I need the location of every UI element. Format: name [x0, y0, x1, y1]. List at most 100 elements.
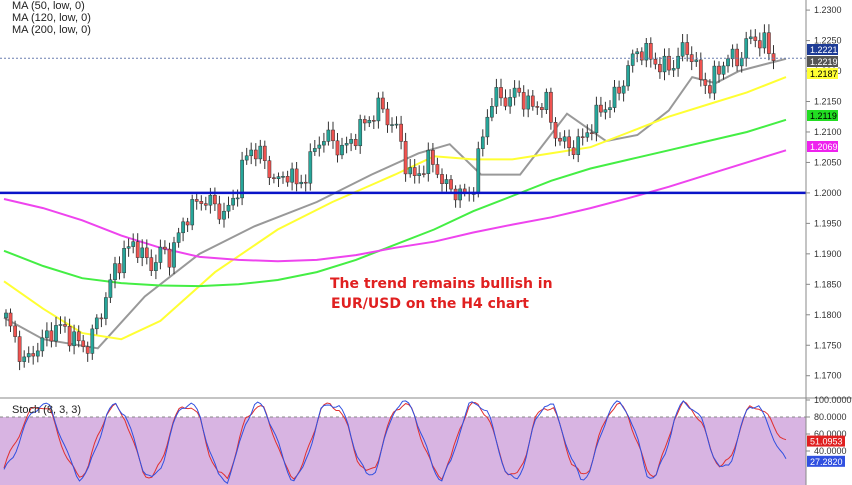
- candle-body: [190, 199, 195, 226]
- candle-body: [553, 122, 558, 139]
- candle-body: [739, 57, 744, 67]
- candle-body: [281, 176, 285, 178]
- price-tick-label: 1.1750: [814, 340, 842, 350]
- candle-body: [326, 129, 331, 142]
- price-panel: [0, 24, 806, 371]
- stochastic-label[interactable]: Stoch (8, 3, 3): [12, 404, 82, 416]
- candle-body: [594, 104, 599, 134]
- candle-body: [290, 168, 294, 183]
- candle-body: [417, 173, 422, 176]
- price-badge-label: 1.2069: [810, 142, 838, 152]
- candle-body: [85, 346, 90, 354]
- candle-body: [617, 86, 621, 94]
- candle-body: [331, 129, 335, 142]
- candle-body: [676, 55, 680, 69]
- candle-body: [621, 85, 626, 94]
- candle-body: [630, 53, 635, 66]
- candle-body: [176, 232, 181, 243]
- candle-body: [35, 350, 40, 357]
- candle-body: [512, 87, 517, 98]
- candle-body: [154, 262, 158, 271]
- candle-body: [530, 95, 535, 107]
- candle-body: [203, 203, 208, 206]
- candle-body: [67, 326, 72, 347]
- ma-line-2: [3, 118, 787, 288]
- candle-body: [626, 65, 630, 87]
- candle-body: [494, 87, 499, 107]
- candle-body: [485, 116, 490, 138]
- candle-body: [272, 177, 276, 179]
- candle-body: [222, 210, 226, 220]
- candle-body: [499, 87, 503, 99]
- candle-body: [603, 109, 608, 113]
- candle-body: [517, 87, 522, 93]
- candle-body: [558, 137, 562, 142]
- candle-body: [762, 32, 767, 49]
- candle-body: [440, 174, 444, 184]
- candle-body: [412, 167, 417, 176]
- candle-body: [694, 59, 699, 62]
- candle-body: [144, 247, 149, 258]
- candle-body: [253, 149, 258, 160]
- candle-body: [753, 36, 758, 41]
- legend-ma50[interactable]: MA (50, low, 0): [12, 0, 85, 12]
- ma-line-3: [3, 149, 787, 263]
- candle-body: [8, 312, 13, 327]
- candle-body: [458, 188, 462, 201]
- candle-body: [217, 203, 222, 220]
- candle-body: [108, 279, 113, 298]
- candle-body: [744, 38, 749, 59]
- stoch-tick-label: 80.0000: [814, 412, 847, 422]
- stoch-badge: [807, 455, 845, 467]
- candle-body: [249, 149, 254, 157]
- candle-body: [476, 148, 481, 194]
- candle-body: [599, 104, 603, 113]
- stoch-badge-label: 27.2820: [810, 457, 843, 467]
- legend-ma120[interactable]: MA (120, low, 0): [12, 12, 91, 24]
- stochastic-zone: [0, 417, 806, 485]
- candle-body: [371, 120, 376, 122]
- candle-body: [213, 194, 217, 205]
- candle-body: [294, 168, 299, 185]
- candle-body: [344, 143, 349, 146]
- price-badge-label: 1.2119: [810, 111, 837, 121]
- price-tick-label: 1.2300: [814, 5, 842, 15]
- candle-body: [367, 120, 372, 124]
- price-tick-label: 1.2250: [814, 36, 842, 46]
- candle-body: [199, 201, 204, 204]
- candle-body: [194, 199, 199, 202]
- price-tick-label: 1.1950: [814, 218, 842, 228]
- candle-body: [135, 241, 140, 258]
- candle-body: [562, 136, 567, 142]
- candle-body: [322, 141, 326, 146]
- candle-body: [490, 106, 494, 118]
- legend-ma200[interactable]: MA (200, low, 0): [12, 24, 91, 36]
- price-badge-label: 1.2221: [810, 45, 838, 55]
- candle-body: [726, 58, 730, 67]
- candle-body: [767, 32, 771, 54]
- candle-body: [76, 331, 81, 342]
- candle-body: [408, 167, 413, 175]
- price-tick-label: 1.2000: [814, 188, 842, 198]
- candle-body: [449, 179, 453, 190]
- candle-body: [435, 164, 440, 175]
- candle-body: [662, 55, 667, 73]
- candle-body: [122, 248, 126, 274]
- candle-body: [399, 123, 403, 142]
- stochastic-axis[interactable]: 100.0000 80.0000 60.0000 40.0000: [806, 395, 852, 456]
- candle-body: [403, 141, 408, 175]
- candle-body: [612, 86, 617, 108]
- candle-body: [717, 65, 721, 75]
- candle-body: [299, 181, 304, 185]
- candle-body: [181, 221, 185, 234]
- stochastic-badges: 51.0953 27.2820: [807, 435, 845, 467]
- candle-body: [771, 53, 776, 61]
- annotation-line-1: The trend remains bullish in: [330, 276, 553, 292]
- chart-annotation: The trend remains bullish in EUR/USD on …: [330, 274, 553, 314]
- candle-body: [576, 136, 581, 155]
- price-badge: [807, 110, 838, 121]
- candle-body: [163, 246, 167, 250]
- candle-body: [426, 149, 431, 174]
- candle-body: [708, 85, 712, 94]
- candle-body: [644, 43, 649, 61]
